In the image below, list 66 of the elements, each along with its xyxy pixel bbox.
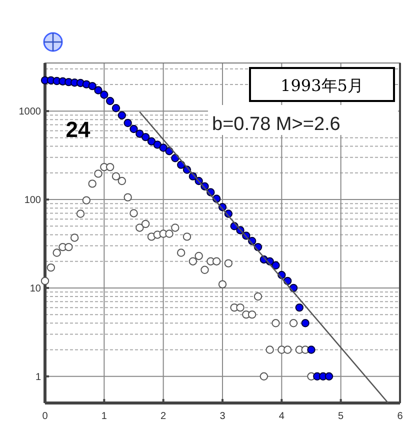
point	[266, 346, 274, 354]
point	[94, 86, 102, 94]
point	[141, 220, 150, 228]
point	[88, 82, 96, 90]
y-tick-label: 10	[30, 283, 42, 294]
point	[100, 90, 108, 99]
annotation: 1993年5月	[280, 76, 364, 95]
point	[153, 140, 162, 149]
y-tick-label: 100	[24, 195, 42, 206]
point	[324, 372, 334, 380]
point	[76, 210, 85, 218]
point	[94, 170, 102, 178]
point	[307, 346, 316, 354]
y-tick-label: 1000	[18, 106, 42, 118]
x-tick-label: 0	[42, 411, 48, 422]
point	[224, 259, 233, 268]
point	[289, 319, 298, 328]
point	[52, 248, 61, 257]
point	[112, 104, 120, 112]
x-tick-label: 5	[338, 411, 344, 422]
point	[194, 252, 203, 260]
point	[283, 346, 292, 354]
x-tick-label: 2	[160, 411, 167, 422]
point	[118, 176, 126, 186]
point	[200, 266, 209, 274]
point	[147, 137, 156, 146]
point	[64, 242, 73, 252]
point	[295, 303, 304, 312]
point	[272, 319, 280, 328]
x-tick-label: 3	[220, 411, 226, 422]
point	[46, 263, 56, 272]
point	[141, 132, 150, 142]
point	[159, 144, 168, 152]
x-tick-label: 1	[101, 411, 108, 422]
point	[254, 292, 262, 301]
point	[136, 130, 144, 138]
x-tick-label: 6	[397, 411, 404, 422]
point	[40, 276, 50, 286]
point	[112, 172, 120, 180]
point	[70, 234, 79, 242]
point	[124, 193, 132, 202]
point	[88, 180, 96, 188]
point	[260, 372, 268, 380]
point	[130, 124, 138, 134]
point	[182, 232, 192, 241]
point	[82, 196, 91, 204]
point	[130, 209, 138, 218]
x-tick-label: 4	[278, 411, 285, 422]
point	[118, 111, 126, 120]
point	[301, 319, 310, 328]
point	[106, 96, 114, 106]
point	[188, 257, 198, 266]
y-tick-label: 1	[35, 372, 42, 383]
point	[236, 303, 244, 312]
point	[218, 280, 227, 288]
point	[106, 162, 114, 172]
point	[171, 224, 180, 232]
point	[212, 257, 221, 266]
annotation: b=0.78 M>=2.6	[212, 114, 340, 135]
point	[124, 118, 132, 128]
point	[136, 224, 144, 232]
point	[248, 310, 256, 319]
annotation: 24	[66, 117, 91, 142]
point	[165, 230, 174, 238]
point	[272, 261, 280, 270]
point	[176, 248, 186, 257]
